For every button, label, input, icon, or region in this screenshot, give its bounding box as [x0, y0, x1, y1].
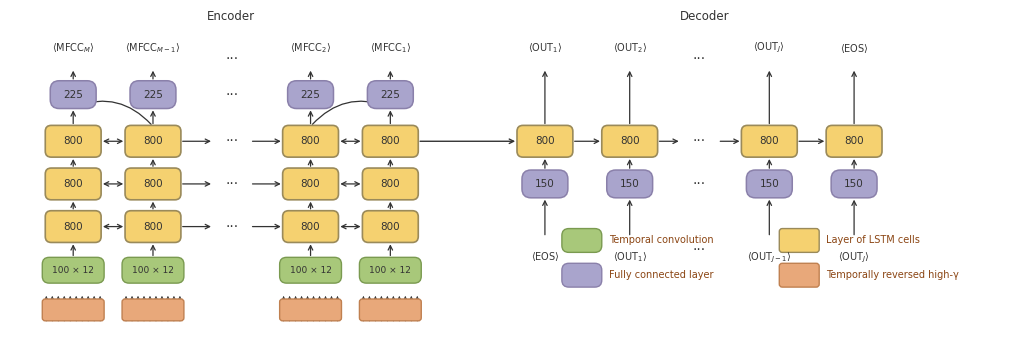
Text: 150: 150 — [759, 179, 779, 189]
Text: 150: 150 — [535, 179, 555, 189]
FancyBboxPatch shape — [283, 211, 339, 243]
Text: Fully connected layer: Fully connected layer — [608, 270, 713, 280]
FancyBboxPatch shape — [602, 125, 658, 157]
Text: 800: 800 — [63, 222, 83, 232]
FancyBboxPatch shape — [125, 168, 181, 200]
FancyBboxPatch shape — [280, 257, 342, 283]
FancyBboxPatch shape — [51, 81, 96, 109]
FancyBboxPatch shape — [562, 263, 602, 287]
Text: 225: 225 — [301, 90, 320, 100]
Text: Encoder: Encoder — [207, 10, 255, 23]
Text: 800: 800 — [759, 136, 779, 146]
Text: $\langle$OUT$_{J-1}\rangle$: $\langle$OUT$_{J-1}\rangle$ — [747, 250, 791, 265]
FancyBboxPatch shape — [122, 257, 184, 283]
Text: 800: 800 — [535, 136, 555, 146]
Text: 100 × 12: 100 × 12 — [53, 266, 94, 275]
FancyBboxPatch shape — [747, 170, 792, 198]
FancyBboxPatch shape — [522, 170, 568, 198]
FancyBboxPatch shape — [45, 168, 101, 200]
Text: $\langle$OUT$_J\rangle$: $\langle$OUT$_J\rangle$ — [753, 40, 785, 55]
Text: Temporally reversed high-γ: Temporally reversed high-γ — [826, 270, 959, 280]
FancyBboxPatch shape — [363, 211, 418, 243]
Text: $\langle$MFCC$_{M-1}\rangle$: $\langle$MFCC$_{M-1}\rangle$ — [125, 41, 181, 55]
Text: 800: 800 — [844, 136, 864, 146]
FancyBboxPatch shape — [742, 125, 797, 157]
FancyBboxPatch shape — [45, 211, 101, 243]
FancyBboxPatch shape — [359, 299, 421, 321]
FancyBboxPatch shape — [363, 168, 418, 200]
Text: 800: 800 — [380, 179, 400, 189]
Text: 100 × 12: 100 × 12 — [289, 266, 332, 275]
Text: 800: 800 — [301, 136, 320, 146]
Text: 800: 800 — [63, 136, 83, 146]
Text: ···: ··· — [225, 177, 239, 191]
FancyBboxPatch shape — [125, 211, 181, 243]
Text: $\langle$OUT$_J\rangle$: $\langle$OUT$_J\rangle$ — [838, 250, 870, 265]
Text: ···: ··· — [693, 134, 707, 148]
Text: $\langle$EOS$\rangle$: $\langle$EOS$\rangle$ — [840, 42, 869, 55]
FancyBboxPatch shape — [130, 81, 176, 109]
Text: 150: 150 — [620, 179, 639, 189]
Text: $\langle$EOS$\rangle$: $\langle$EOS$\rangle$ — [531, 250, 559, 263]
FancyBboxPatch shape — [606, 170, 653, 198]
FancyBboxPatch shape — [280, 299, 342, 321]
Text: 800: 800 — [301, 179, 320, 189]
FancyBboxPatch shape — [283, 168, 339, 200]
Text: 800: 800 — [144, 136, 163, 146]
Text: ···: ··· — [225, 220, 239, 233]
FancyBboxPatch shape — [42, 299, 104, 321]
Text: 800: 800 — [63, 179, 83, 189]
FancyBboxPatch shape — [516, 125, 573, 157]
Text: 100 × 12: 100 × 12 — [370, 266, 411, 275]
Text: 800: 800 — [144, 179, 163, 189]
FancyBboxPatch shape — [122, 299, 184, 321]
FancyBboxPatch shape — [287, 81, 334, 109]
Text: $\langle$OUT$_1\rangle$: $\langle$OUT$_1\rangle$ — [528, 41, 562, 55]
Text: $\langle$MFCC$_2\rangle$: $\langle$MFCC$_2\rangle$ — [290, 41, 332, 55]
FancyBboxPatch shape — [826, 125, 882, 157]
FancyBboxPatch shape — [562, 229, 602, 252]
FancyBboxPatch shape — [45, 125, 101, 157]
Text: $\langle$OUT$_2\rangle$: $\langle$OUT$_2\rangle$ — [613, 41, 647, 55]
Text: 800: 800 — [144, 222, 163, 232]
FancyBboxPatch shape — [359, 257, 421, 283]
Text: Decoder: Decoder — [680, 10, 729, 23]
FancyBboxPatch shape — [125, 125, 181, 157]
FancyBboxPatch shape — [363, 125, 418, 157]
FancyBboxPatch shape — [42, 257, 104, 283]
Text: 800: 800 — [301, 222, 320, 232]
Text: $\langle$MFCC$_1\rangle$: $\langle$MFCC$_1\rangle$ — [370, 41, 411, 55]
Text: Layer of LSTM cells: Layer of LSTM cells — [826, 236, 920, 245]
Text: 800: 800 — [620, 136, 639, 146]
Text: ···: ··· — [693, 243, 707, 258]
Text: 225: 225 — [380, 90, 400, 100]
Text: $\langle$OUT$_1\rangle$: $\langle$OUT$_1\rangle$ — [613, 250, 647, 264]
FancyBboxPatch shape — [283, 125, 339, 157]
Text: ···: ··· — [693, 52, 707, 66]
Text: 150: 150 — [844, 179, 864, 189]
Text: Temporal convolution: Temporal convolution — [608, 236, 714, 245]
Text: 225: 225 — [143, 90, 163, 100]
Text: 800: 800 — [380, 222, 400, 232]
Text: ···: ··· — [693, 177, 707, 191]
Text: 800: 800 — [380, 136, 400, 146]
Text: 100 × 12: 100 × 12 — [132, 266, 174, 275]
Text: ···: ··· — [225, 134, 239, 148]
Text: ···: ··· — [225, 52, 239, 66]
Text: $\langle$MFCC$_M\rangle$: $\langle$MFCC$_M\rangle$ — [52, 41, 95, 55]
FancyBboxPatch shape — [832, 170, 877, 198]
Text: ···: ··· — [225, 88, 239, 102]
Text: 225: 225 — [63, 90, 83, 100]
FancyBboxPatch shape — [779, 229, 819, 252]
FancyBboxPatch shape — [368, 81, 413, 109]
FancyBboxPatch shape — [779, 263, 819, 287]
